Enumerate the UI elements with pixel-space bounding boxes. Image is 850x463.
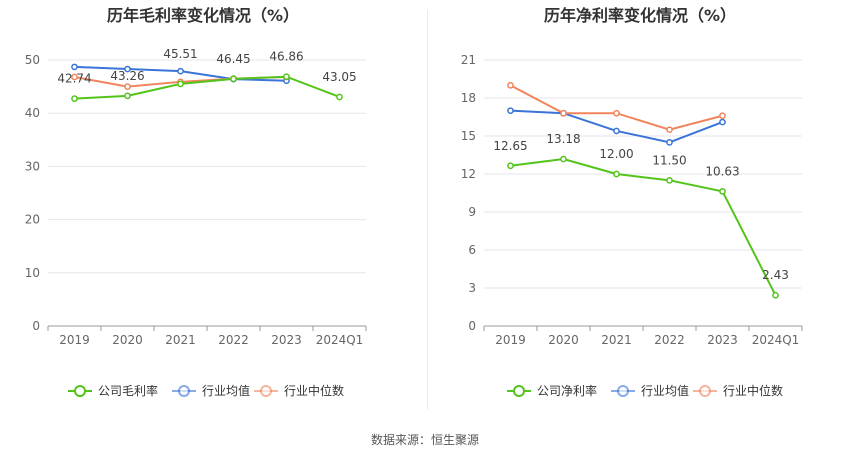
- data-point: [507, 107, 514, 115]
- legend-label: 行业均值: [641, 383, 689, 398]
- data-point: [177, 67, 184, 75]
- series-line-2: [510, 84, 723, 131]
- y-tick-label: 50: [25, 53, 40, 67]
- data-point: [71, 73, 78, 81]
- data-label: 12.00: [599, 147, 633, 161]
- x-tick-label: 2023: [707, 333, 738, 347]
- legend-label: 行业均值: [202, 383, 250, 398]
- panel-divider: [427, 10, 428, 410]
- data-point: [71, 95, 78, 102]
- data-point: [177, 80, 184, 88]
- chart-title: 历年净利率变化情况（%）: [544, 6, 736, 25]
- data-point: [613, 109, 620, 117]
- data-source-label: 数据来源：恒生聚源: [370, 433, 479, 447]
- legend-label: 公司净利率: [537, 383, 597, 398]
- legend-swatch-marker: [617, 385, 629, 397]
- data-point: [560, 109, 567, 117]
- series-line-0: [510, 158, 777, 296]
- data-label: 46.45: [216, 52, 250, 66]
- y-tick-label: 3: [468, 281, 476, 295]
- data-point: [613, 170, 620, 178]
- data-point: [719, 118, 726, 126]
- data-label: 42.74: [57, 72, 91, 86]
- data-label: 43.26: [110, 69, 144, 83]
- data-point: [560, 155, 567, 163]
- x-tick-label: 2020: [548, 333, 579, 347]
- data-point: [666, 176, 673, 184]
- data-point: [124, 65, 131, 73]
- data-point: [71, 63, 78, 71]
- x-tick-label: 2019: [59, 333, 90, 347]
- y-tick-label: 15: [461, 129, 476, 143]
- series-line-0: [74, 75, 340, 100]
- y-tick-label: 10: [25, 266, 40, 280]
- data-point: [507, 81, 514, 89]
- data-point: [124, 83, 131, 90]
- data-label: 12.65: [493, 139, 527, 153]
- legend-swatch-marker: [260, 385, 272, 397]
- y-tick-label: 18: [461, 91, 476, 105]
- y-tick-label: 21: [461, 53, 476, 67]
- y-tick-label: 0: [468, 319, 476, 333]
- legend-swatch-marker: [74, 385, 86, 397]
- chart-title: 历年毛利率变化情况（%）: [107, 6, 299, 25]
- y-tick-label: 9: [468, 205, 476, 219]
- x-tick-label: 2024Q1: [752, 333, 800, 347]
- data-point: [336, 93, 343, 101]
- data-point: [666, 126, 673, 134]
- data-label: 45.51: [163, 47, 197, 61]
- y-tick-label: 30: [25, 159, 40, 173]
- legend-label: 行业中位数: [723, 383, 783, 398]
- y-tick-label: 12: [461, 167, 476, 181]
- y-tick-label: 6: [468, 243, 476, 257]
- x-tick-label: 2023: [271, 333, 302, 347]
- data-point: [772, 291, 779, 299]
- x-tick-label: 2021: [601, 333, 632, 347]
- data-point: [613, 127, 620, 135]
- y-tick-label: 20: [25, 213, 40, 227]
- legend-label: 公司毛利率: [98, 383, 158, 398]
- x-tick-label: 2021: [165, 333, 196, 347]
- legend-label: 行业中位数: [284, 383, 344, 398]
- legend-swatch-marker: [699, 385, 711, 397]
- x-tick-label: 2022: [218, 333, 249, 347]
- data-label: 43.05: [322, 70, 356, 84]
- legend-swatch-marker: [178, 385, 190, 397]
- data-label: 2.43: [762, 268, 789, 282]
- data-point: [719, 188, 726, 195]
- data-point: [666, 138, 673, 146]
- y-tick-label: 40: [25, 106, 40, 120]
- x-tick-label: 2024Q1: [316, 333, 364, 347]
- legend-swatch-marker: [513, 385, 525, 397]
- data-label: 11.50: [652, 153, 686, 167]
- data-point: [124, 92, 131, 100]
- x-tick-label: 2022: [654, 333, 685, 347]
- data-point: [507, 162, 514, 170]
- data-label: 10.63: [705, 164, 739, 178]
- x-tick-label: 2019: [495, 333, 526, 347]
- chart-panel-2: 历年净利率变化情况（%） 0 3 6 9 12 15 18 21 2019 2020 2021 2022…: [461, 6, 803, 398]
- data-point: [283, 73, 290, 81]
- x-tick-label: 2020: [112, 333, 143, 347]
- data-label: 13.18: [546, 132, 580, 146]
- data-point: [230, 75, 237, 83]
- data-point: [719, 112, 726, 120]
- data-label: 46.86: [269, 50, 303, 64]
- chart-panel-1: 历年毛利率变化情况（%） 0 10 20 30 40 50 2019 2020 2021 2022 2…: [25, 6, 367, 398]
- y-tick-label: 0: [32, 319, 40, 333]
